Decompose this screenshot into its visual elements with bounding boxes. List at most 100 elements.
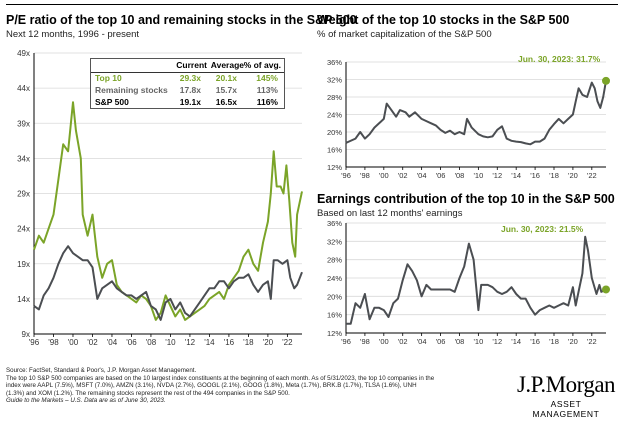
- earnings-x-tick-label: '06: [436, 337, 446, 346]
- weight-chart-subtitle: % of market capitalization of the S&P 50…: [317, 29, 492, 40]
- table-row-top10: Top 10 29.3x 20.1x 145%: [91, 73, 284, 85]
- weight-y-tick-label: 28%: [327, 93, 342, 102]
- weight-x-tick-label: '02: [398, 171, 408, 180]
- weight-y-tick-label: 32%: [327, 76, 342, 85]
- weight-x-tick-label: '14: [511, 171, 521, 180]
- footer-notes: Source: FactSet, Standard & Poor's, J.P.…: [6, 367, 436, 405]
- footer-source: Source: FactSet, Standard & Poor's, J.P.…: [6, 367, 197, 374]
- weight-chart-title: Weight of the top 10 stocks in the S&P 5…: [317, 13, 570, 27]
- pe-line-remaining-stocks: [33, 245, 303, 321]
- weight-y-tick-label: 20%: [327, 128, 342, 137]
- weight-x-tick-label: '04: [417, 171, 427, 180]
- pe-line-top-10: [33, 101, 303, 321]
- earnings-line-series: [346, 235, 607, 325]
- row-pct: 113%: [256, 85, 278, 95]
- pe-x-tick-label: '18: [243, 338, 254, 347]
- pe-y-tick-label: 29x: [17, 190, 30, 199]
- earnings-x-tick-label: '98: [360, 337, 370, 346]
- earnings-x-tick-label: '00: [379, 337, 389, 346]
- earnings-y-tick-label: 24%: [327, 274, 342, 283]
- earnings-x-tick-label: '22: [587, 337, 597, 346]
- header-current: Current: [176, 60, 207, 70]
- pe-y-tick-label: 44x: [17, 84, 30, 93]
- earnings-x-tick-label: '10: [473, 337, 483, 346]
- earnings-x-tick-label: '02: [398, 337, 408, 346]
- earnings-x-tick-label: '04: [417, 337, 427, 346]
- pe-x-tick-label: '12: [185, 338, 196, 347]
- pe-x-tick-label: '14: [204, 338, 215, 347]
- pe-x-tick-label: '08: [146, 338, 157, 347]
- pe-y-tick-label: 9x: [22, 330, 30, 339]
- earnings-y-tick-label: 36%: [327, 219, 342, 228]
- table-row-remaining: Remaining stocks 17.8x 15.7x 113%: [91, 85, 284, 97]
- row-label: S&P 500: [95, 97, 129, 107]
- row-average: 16.5x: [215, 97, 237, 107]
- pe-y-tick-label: 49x: [17, 49, 30, 58]
- pe-y-tick-label: 24x: [17, 225, 30, 234]
- weight-x-tick-label: '08: [455, 171, 465, 180]
- row-current: 29.3x: [179, 73, 201, 83]
- logo-tagline: ASSET MANAGEMENT: [532, 399, 600, 419]
- earnings-x-tick-label: '18: [549, 337, 559, 346]
- weight-x-tick-label: '00: [379, 171, 389, 180]
- weight-x-tick-label: '18: [549, 171, 559, 180]
- earnings-chart-subtitle: Based on last 12 months' earnings: [317, 208, 463, 219]
- earnings-y-tick-label: 12%: [327, 329, 342, 338]
- footer-guide: Guide to the Markets – U.S. Data are as …: [6, 397, 166, 405]
- earnings-y-tick-label: 28%: [327, 256, 342, 265]
- header-pct-avg: % of avg.: [243, 60, 281, 70]
- weight-y-tick-label: 16%: [327, 146, 342, 155]
- pe-y-tick-label: 14x: [17, 295, 30, 304]
- earnings-y-tick-label: 32%: [327, 237, 342, 246]
- pe-x-tick-label: '10: [165, 338, 176, 347]
- row-label: Top 10: [95, 73, 122, 83]
- pe-x-tick-label: '02: [87, 338, 98, 347]
- weight-x-tick-label: '12: [492, 171, 502, 180]
- pe-x-tick-label: '96: [29, 338, 40, 347]
- row-average: 15.7x: [215, 85, 237, 95]
- earnings-x-tick-label: '14: [511, 337, 521, 346]
- weight-y-tick-label: 24%: [327, 111, 342, 120]
- earnings-chart-title: Earnings contribution of the top 10 in t…: [317, 192, 615, 206]
- weight-line-series: [345, 80, 607, 146]
- pe-x-tick-label: '20: [263, 338, 274, 347]
- logo-name: J.P.Morgan: [516, 372, 616, 397]
- pe-x-tick-label: '98: [48, 338, 59, 347]
- earnings-latest-point: [602, 285, 610, 294]
- weight-annotation: Jun. 30, 2023: 31.7%: [518, 54, 601, 64]
- earnings-x-tick-label: '16: [530, 337, 540, 346]
- weight-x-tick-label: '10: [473, 171, 483, 180]
- header-average: Average: [210, 60, 244, 70]
- earnings-x-tick-label: '12: [492, 337, 502, 346]
- footer-note: The top 10 S&P 500 companies are based o…: [6, 374, 435, 397]
- pe-y-tick-label: 19x: [17, 260, 30, 269]
- weight-x-tick-label: '20: [568, 171, 578, 180]
- pe-y-tick-label: 39x: [17, 119, 30, 128]
- weight-x-tick-label: '98: [360, 171, 370, 180]
- pe-x-tick-label: '16: [224, 338, 235, 347]
- weight-y-tick-label: 36%: [327, 58, 342, 67]
- pe-summary-table: Current Average % of avg. Top 10 29.3x 2…: [90, 58, 285, 109]
- earnings-annotation: Jun. 30, 2023: 21.5%: [501, 224, 584, 234]
- earnings-x-tick-label: '20: [568, 337, 578, 346]
- pe-x-tick-label: '04: [107, 338, 118, 347]
- earnings-y-tick-label: 16%: [327, 311, 342, 320]
- weight-latest-point: [602, 76, 610, 85]
- row-pct: 145%: [256, 73, 278, 83]
- weight-y-tick-label: 12%: [327, 163, 342, 172]
- row-current: 19.1x: [179, 97, 201, 107]
- earnings-x-tick-label: '96: [341, 337, 351, 346]
- weight-x-tick-label: '06: [436, 171, 446, 180]
- row-pct: 116%: [256, 97, 278, 107]
- row-label: Remaining stocks: [95, 85, 168, 95]
- pe-x-tick-label: '00: [68, 338, 79, 347]
- pe-x-tick-label: '06: [126, 338, 137, 347]
- pe-y-tick-label: 34x: [17, 154, 30, 163]
- top-rule: [6, 4, 618, 5]
- row-average: 20.1x: [215, 73, 237, 83]
- jpmorgan-logo: J.P.Morgan ASSET MANAGEMENT: [516, 372, 616, 419]
- table-header: Current Average % of avg.: [91, 60, 284, 73]
- earnings-y-tick-label: 20%: [327, 292, 342, 301]
- table-row-sp500: S&P 500 19.1x 16.5x 116%: [91, 97, 284, 109]
